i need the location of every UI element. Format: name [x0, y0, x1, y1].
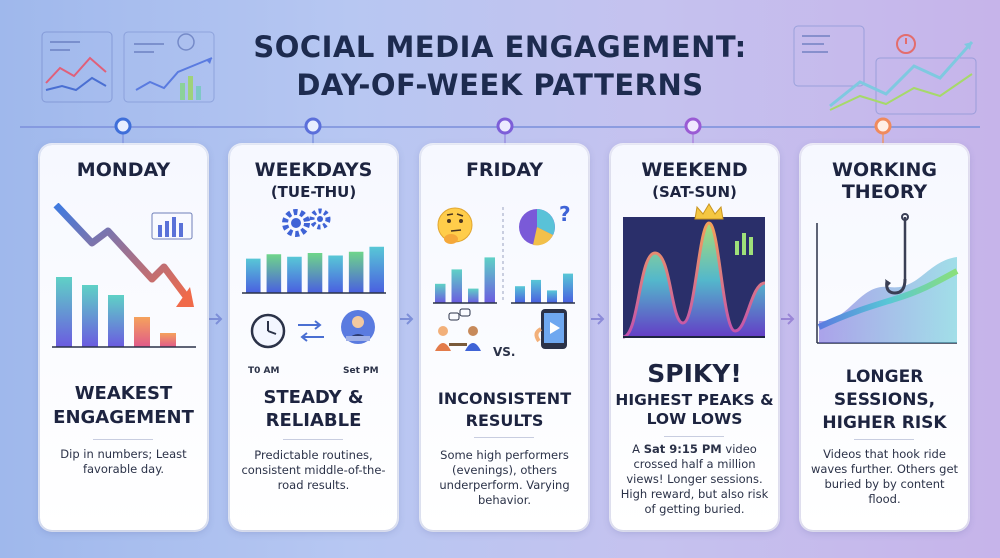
divider	[664, 436, 724, 437]
swap-arrows-icon	[298, 320, 324, 342]
card-heading: FRIDAY	[465, 159, 544, 181]
divider	[283, 439, 343, 440]
person-label: Set PM	[343, 366, 379, 376]
phone-video-icon	[534, 309, 567, 349]
clock-icon	[250, 313, 286, 349]
pie-chart-icon	[519, 209, 555, 246]
crown-icon	[694, 203, 724, 220]
divider	[474, 437, 534, 438]
chart-bar	[531, 279, 541, 303]
wave-hook-illustration	[816, 213, 959, 344]
clock-label: T0 AM	[248, 366, 280, 376]
chart-bar	[435, 283, 446, 303]
thinking-face-icon	[437, 207, 473, 244]
friday-illustration: ?	[433, 203, 575, 351]
people-talking-icon	[435, 308, 481, 351]
card-subheading: (TUE-THU)	[270, 183, 357, 201]
card-headline: LONGER SESSIONS, HIGHER RISK	[822, 367, 947, 433]
card-description: Dip in numbers; Least favorable day.	[60, 447, 187, 476]
card-headline: INCONSISTENT RESULTS	[437, 389, 572, 430]
bg-chart-right-icon	[793, 25, 977, 115]
fishhook-icon	[885, 213, 909, 295]
arrow-right-icon	[781, 313, 795, 325]
card-headline: HIGHEST PEAKS & LOW LOWS	[615, 391, 774, 428]
monday-chart	[52, 203, 196, 348]
card-headline: WEAKEST ENGAGEMENT	[53, 383, 194, 428]
card-heading: WORKING	[831, 159, 938, 181]
arrow-right-icon	[209, 313, 223, 325]
chart-bar	[108, 295, 124, 347]
chart-bar	[266, 254, 282, 293]
divider	[93, 439, 153, 440]
chart-bar	[82, 285, 98, 347]
card-description: Predictable routines, consistent middle-…	[241, 448, 386, 492]
weekdays-illustration	[242, 208, 386, 349]
chart-bar	[515, 286, 525, 303]
card-description: Videos that hook ride waves further. Oth…	[810, 447, 959, 506]
vs-label: VS.	[493, 345, 516, 359]
divider	[854, 439, 914, 440]
card-working-theory: WORKING THEORY LONGER SESSIONS, HIGHER R…	[801, 145, 968, 530]
card-description: Some high performers (evenings), others …	[439, 448, 570, 507]
chart-bar	[348, 251, 364, 293]
description-rest: video crossed half a million views! Long…	[620, 442, 769, 516]
bg-chart-left-icon	[41, 31, 215, 103]
title-line-2: DAY-OF-WEEK PATTERNS	[296, 68, 704, 102]
card-heading: WEEKDAYS	[254, 159, 373, 181]
timeline-node-5	[874, 117, 892, 135]
weekend-spike-chart	[622, 203, 766, 339]
chart-bar	[246, 258, 261, 293]
card-description: A Sat 9:15 PM video crossed half a milli…	[617, 442, 772, 517]
chart-bar	[468, 288, 479, 303]
chart-bar	[451, 269, 462, 303]
chart-bar	[307, 253, 323, 293]
card-weekend: WEEKEND (SAT-SUN) SPIKY! HIGHEST PEAKS &…	[611, 145, 778, 530]
card-headline: STEADY & RELIABLE	[263, 387, 364, 431]
card-headline-big: SPIKY!	[647, 359, 742, 388]
chart-bar	[369, 246, 384, 293]
chart-bar	[134, 317, 150, 347]
chart-bar	[547, 290, 557, 303]
chart-bar	[328, 255, 343, 293]
card-subheading: THEORY	[841, 181, 928, 203]
timeline-node-2	[304, 117, 322, 135]
description-prefix: A	[632, 442, 644, 456]
chart-bar	[56, 277, 72, 347]
card-subheading: (SAT-SUN)	[652, 183, 737, 201]
page-title: SOCIAL MEDIA ENGAGEMENT: DAY-OF-WEEK PAT…	[200, 28, 800, 104]
chart-bar	[484, 257, 495, 303]
timeline-node-1	[114, 117, 132, 135]
chart-bar	[287, 256, 302, 293]
question-mark-icon: ?	[559, 203, 571, 226]
chart-bar	[160, 333, 176, 347]
arrow-right-icon	[400, 313, 414, 325]
card-heading: MONDAY	[76, 159, 171, 181]
description-highlight: Sat 9:15 PM	[643, 442, 722, 456]
card-monday: MONDAY WEAKEST ENGAGEMENT Dip in numbers…	[40, 145, 207, 530]
timeline-node-3	[496, 117, 514, 135]
person-laptop-icon	[341, 310, 375, 344]
chart-bar	[563, 273, 573, 303]
title-line-1: SOCIAL MEDIA ENGAGEMENT:	[253, 30, 747, 64]
arrow-right-icon	[591, 313, 605, 325]
gear-icon	[282, 208, 331, 237]
card-weekdays: WEEKDAYS (TUE-THU) T0 AM	[230, 145, 397, 530]
card-friday: FRIDAY ?	[421, 145, 588, 530]
card-heading: WEEKEND	[641, 159, 748, 181]
timeline-node-4	[684, 117, 702, 135]
down-arrow-head	[176, 287, 194, 307]
